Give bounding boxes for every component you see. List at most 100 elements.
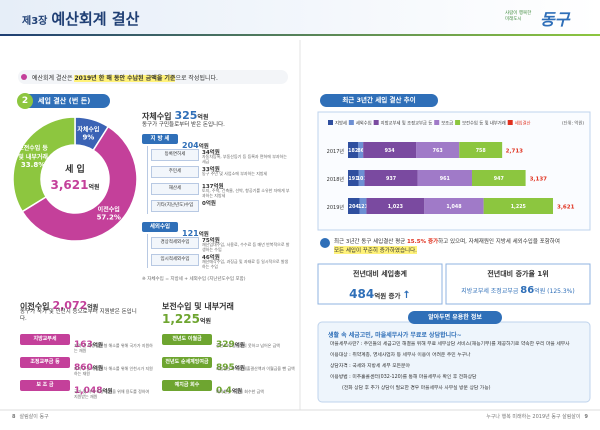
item-desc: 자치구 간 재정 격차 해소를 위해 인천시가 지원하는 재원 xyxy=(74,366,153,376)
bar-segment xyxy=(358,142,364,158)
stat-value: 지방교부세 조정교부금 86억원 (125.3%) xyxy=(461,285,574,296)
info-bullet: 이용대상 : 취약계층, 영세사업자 등 세무사 이용이 어려운 주민 누구나 xyxy=(330,353,471,358)
total-label: 2,713 xyxy=(506,149,524,155)
bar-value-label: 1,225 xyxy=(511,204,526,210)
label-pill: 전년도 이월금 xyxy=(162,334,212,345)
label-pill: 세외수입 xyxy=(142,222,178,232)
info-headline: 생활 속 세금고민, 마을세무사가 무료로 상담합니다~ xyxy=(328,332,462,339)
label-pill: 지 방 세 xyxy=(142,134,178,144)
transfer_revenue-title: 이전수입 2,072억원 xyxy=(20,294,98,313)
page-number: 9 xyxy=(584,414,588,420)
bar-segment xyxy=(459,142,503,158)
intro-text: 예산회계 결산은 2019년 한 해 동안 수납된 금액을 기준으로 작성됩니다… xyxy=(32,73,218,82)
bar-value-label: 101 xyxy=(357,176,367,182)
bar-segment xyxy=(358,170,365,186)
legend-swatch xyxy=(434,120,440,125)
item-desc: 자동차등록, 부동산등기 등 등록과 면허에 부과하는 세금 xyxy=(202,154,287,164)
item-amount: 0.4억원 xyxy=(216,378,242,397)
own-revenue-desc: 동구가 구민들로부터 받은 돈입니다. xyxy=(142,122,225,128)
label-pill: 지방교부세 xyxy=(20,334,70,345)
footer-left: 8 살림살이 동구 xyxy=(12,413,49,420)
item-desc: 토지, 주택, 건축물, 선박, 항공기를 소유한 자에게 부과하는 지방세 xyxy=(202,188,290,198)
amount: 2,072 xyxy=(52,299,88,312)
donut-value: 9% xyxy=(82,133,95,142)
bar-value-label: 763 xyxy=(433,148,443,154)
item-desc: 예치했던 자금을 회수한 금액 xyxy=(216,389,264,394)
item-amount: 163억원 xyxy=(74,332,103,351)
bar-value-label: 758 xyxy=(476,148,487,154)
info-bullet: 이용방법 : 미추홀콜센터(032-120)를 통해 마을세무사 확인 후 전화… xyxy=(330,375,477,380)
item-amount: 1,048억원 xyxy=(74,378,113,397)
legend-unit: (단위: 억원) xyxy=(562,120,584,127)
intro-after: 으로 작성됩니다. xyxy=(175,75,218,82)
label-pill: 예치금 회수 xyxy=(162,380,212,391)
unit: 억원 xyxy=(199,318,212,325)
amount: 325 xyxy=(174,109,198,122)
item-desc: 전년도에 집행하지 못하고 넘어온 금액 xyxy=(216,343,280,348)
unit: 억원 xyxy=(92,366,103,372)
bar-value-label: 191 xyxy=(348,176,358,182)
summary-icon xyxy=(320,238,330,248)
legend-label: 지방교부세 및 조정교부금 등 xyxy=(381,120,433,127)
amount: 86 xyxy=(520,285,535,296)
title: 이전수입 xyxy=(20,302,50,311)
item-label: 재산세 xyxy=(151,183,199,195)
logo-slogan: 사람이 행복한 미래도시 xyxy=(505,11,532,22)
amount: 1,048 xyxy=(74,386,103,396)
summary-line2: 모든 세입이 꾸준히 증가하였습니다. xyxy=(334,246,417,254)
summary-before: 최근 3년간 동구 세입결산 평균 xyxy=(334,239,407,245)
item-label: 등록면허세 xyxy=(151,149,199,161)
donut-center-label: 세 입 xyxy=(65,165,85,175)
section-number: 2 xyxy=(17,93,33,109)
category-label: 2019년 xyxy=(327,204,345,211)
info-bullet: 마을세무사란? : 주민들의 세금고민 해결을 위해 무료 세무상담 서비스(재… xyxy=(330,342,570,347)
legend-swatch xyxy=(455,120,461,125)
info-bullet: (전화 상담 후 추가 상담이 필요한 경우 마을세무사 사무실 방문 상담 가… xyxy=(342,386,491,391)
own-revenue-note: ※ 자체수입 = 지방세 + 세외수입 (지난년도수입 포함) xyxy=(142,277,246,282)
bar-segment xyxy=(348,198,360,214)
unit: 억원 xyxy=(234,366,245,372)
label-pill: 알아두면 유용한 정보 xyxy=(408,311,502,324)
amount: 860 xyxy=(74,363,93,373)
category-label: 2018년 xyxy=(327,176,345,183)
bar-segment xyxy=(364,170,418,186)
total-label: 3,137 xyxy=(530,177,548,183)
bar-value-label: 934 xyxy=(385,148,396,154)
footer-text: 누구나 행복 미래하는 2019년 동구 살림살이 xyxy=(486,414,581,420)
item-amount: 46억원 xyxy=(202,255,220,261)
legend-swatch xyxy=(373,120,379,125)
arrow: ↑ xyxy=(402,290,411,301)
bar-segment xyxy=(363,142,417,158)
title: 자체수입 xyxy=(142,112,172,121)
donut-center-value: 3,621억원 xyxy=(50,174,99,193)
group-line xyxy=(147,146,148,214)
amount: 329 xyxy=(216,340,235,350)
item-desc: 국가 및 시의 특정 사업을 위해 용도를 정하여 지원받는 재원 xyxy=(74,389,150,399)
donut-slice xyxy=(21,125,138,242)
item-amount: 137억원 xyxy=(202,184,224,190)
unit: 억원 xyxy=(198,232,209,238)
amount: 0.4 xyxy=(216,386,232,396)
amount: 895 xyxy=(216,363,235,373)
stat-value: 484억원 증가 ↑ xyxy=(349,283,411,302)
donut-value: 33.8% xyxy=(20,160,46,169)
donut-category: 보전수입 등 및 내부거래 xyxy=(18,144,48,161)
donut-value: 57.2% xyxy=(96,213,121,222)
legend-swatch xyxy=(348,120,354,125)
info-bullet: 상담자격 : 국세와 지방세 세무 모든분야 xyxy=(330,364,410,369)
unit: 억원 xyxy=(231,389,243,395)
item-desc: 재산매각수입, 과징금 및 과태료 등 일시적으로 발생하는 수입 xyxy=(202,259,289,269)
unit: 억원 xyxy=(197,114,209,121)
bar-value-label: 937 xyxy=(386,176,396,182)
unit: 억원 증가 xyxy=(374,292,401,300)
item-label: 기타(지난년도)수입 xyxy=(151,200,199,212)
summary-highlight: 15.5% 증가 xyxy=(406,239,439,245)
bar-segment xyxy=(471,170,526,186)
donut-category: 이전수입 xyxy=(97,206,120,214)
item-amount: 329억원 xyxy=(216,332,245,351)
title: 예산회계 결산 xyxy=(51,10,140,28)
bar-segment xyxy=(348,142,359,158)
bar-segment xyxy=(417,170,472,186)
item-amount: 895억원 xyxy=(216,355,245,374)
